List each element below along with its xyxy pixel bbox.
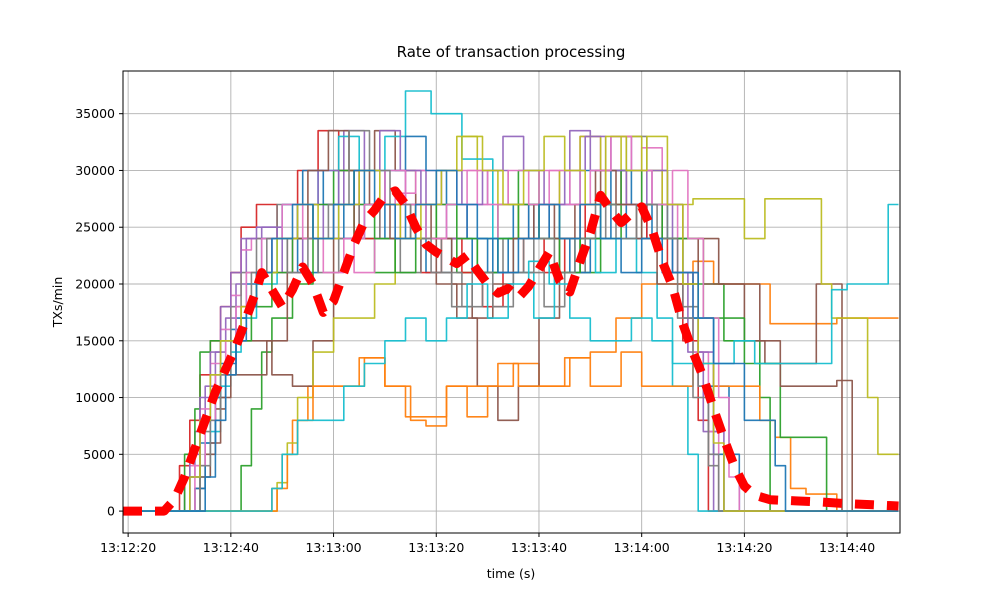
x-tick-label: 13:13:20 — [408, 540, 464, 555]
y-tick-label: 10000 — [75, 390, 115, 405]
x-tick-label: 13:14:40 — [819, 540, 875, 555]
y-tick-label: 5000 — [83, 447, 115, 462]
y-axis-label: TXs/min — [50, 277, 65, 329]
plot-area: 13:12:20 13:12:40 13:13:00 13:13:20 13:13:40… — [75, 70, 901, 555]
x-tick-label: 13:12:20 — [100, 540, 156, 555]
y-tick-label: 0 — [107, 504, 115, 519]
x-tick-label: 13:14:20 — [716, 540, 772, 555]
x-axis-label: time (s) — [487, 566, 535, 581]
plot-frame — [122, 70, 901, 534]
x-tick-label: 13:12:40 — [203, 540, 259, 555]
y-tick-label: 25000 — [75, 220, 115, 235]
x-tick-label: 13:13:40 — [511, 540, 567, 555]
y-tick-label: 30000 — [75, 163, 115, 178]
y-tick-label: 35000 — [75, 106, 115, 121]
series-line — [123, 135, 899, 512]
chart-title: Rate of transaction processing — [397, 43, 626, 61]
plot-background — [123, 71, 900, 533]
series-line — [123, 90, 899, 512]
y-tick-label: 15000 — [75, 333, 115, 348]
x-tick-label: 13:14:00 — [614, 540, 670, 555]
series-line — [123, 203, 899, 512]
x-tick-label: 13:13:00 — [305, 540, 361, 555]
mean-line — [123, 186, 899, 516]
y-tick-label: 20000 — [75, 277, 115, 292]
